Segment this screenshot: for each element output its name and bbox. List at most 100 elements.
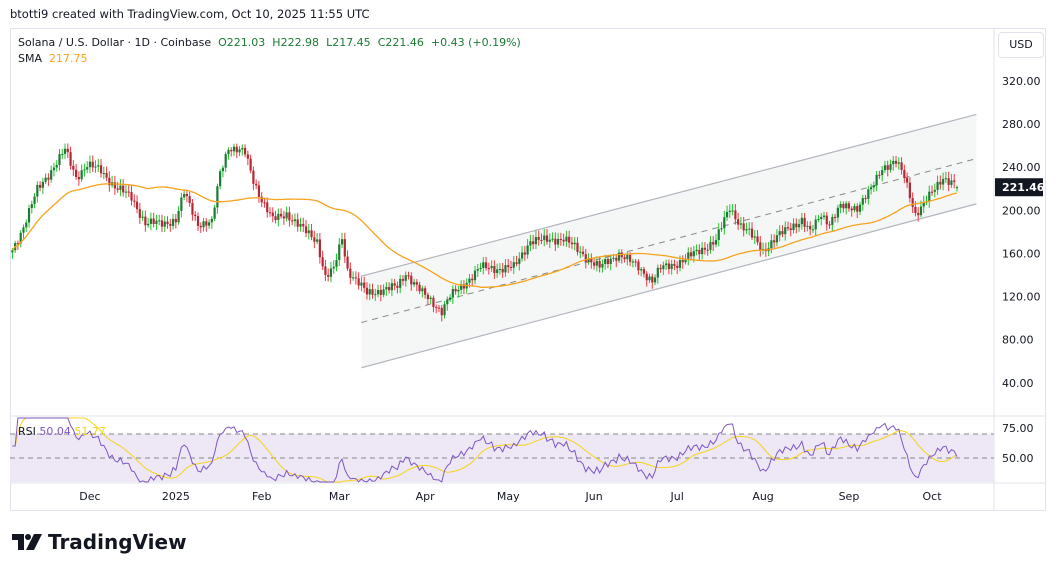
candle-body xyxy=(365,287,369,295)
candle-body xyxy=(692,251,695,257)
candle-body xyxy=(401,278,405,281)
candle-body xyxy=(606,259,610,264)
candle-body xyxy=(191,202,194,215)
candle-body xyxy=(820,216,823,220)
candle-body xyxy=(640,269,643,271)
candle-body xyxy=(609,258,612,264)
candle-body xyxy=(576,242,579,252)
candle-body xyxy=(354,277,357,279)
candle-body xyxy=(670,263,673,270)
candle-body xyxy=(55,165,58,168)
tradingview-logo[interactable]: TradingView xyxy=(12,530,187,554)
candle-body xyxy=(415,282,418,285)
candle-body xyxy=(656,267,659,278)
candle-body xyxy=(493,266,496,274)
parallel-channel-fill xyxy=(361,114,977,368)
candle-body xyxy=(759,242,762,251)
candle-body xyxy=(701,247,704,255)
candle-body xyxy=(886,165,889,170)
candle-body xyxy=(581,251,585,255)
candle-body xyxy=(346,256,349,269)
candle-body xyxy=(496,269,499,274)
candle-body xyxy=(119,185,122,190)
candle-body xyxy=(878,174,881,176)
candle-body xyxy=(468,278,471,283)
candle-body xyxy=(376,290,380,295)
currency-button[interactable]: USD xyxy=(998,32,1044,58)
candle-body xyxy=(551,238,554,240)
candle-body xyxy=(374,294,377,296)
candle-body xyxy=(50,170,53,180)
time-tick-label: Sep xyxy=(839,490,860,503)
candle-body xyxy=(194,214,197,217)
candle-body xyxy=(58,153,61,166)
candle-body xyxy=(44,177,47,182)
candle-body xyxy=(241,147,244,150)
candle-body xyxy=(108,177,111,186)
channel-upper-line xyxy=(361,113,977,277)
candle-body xyxy=(318,239,321,258)
sma-value: 217.75 xyxy=(49,52,88,65)
candle-body xyxy=(147,223,150,226)
candle-body xyxy=(94,166,97,168)
time-tick-label: Feb xyxy=(252,490,271,503)
symbol-legend: Solana / U.S. Dollar · 1D · Coinbase O22… xyxy=(18,35,521,67)
candle-body xyxy=(534,237,538,245)
rsi-tick-label: 50.00 xyxy=(1002,452,1034,465)
candle-body xyxy=(825,215,828,225)
candle-body xyxy=(845,203,848,209)
candle-body xyxy=(113,182,116,189)
candle-body xyxy=(739,223,743,225)
candle-body xyxy=(221,167,225,172)
candle-body xyxy=(476,269,479,271)
candle-body xyxy=(324,266,327,275)
candle-body xyxy=(665,263,668,266)
candle-body xyxy=(786,227,790,229)
candle-body xyxy=(800,217,803,225)
candle-body xyxy=(310,230,313,238)
candle-body xyxy=(515,262,518,264)
candle-body xyxy=(52,167,56,171)
candle-body xyxy=(352,277,355,279)
sma-label[interactable]: SMA xyxy=(18,52,42,65)
candle-body xyxy=(410,275,413,285)
candle-body xyxy=(803,217,806,227)
rsi-label[interactable]: RSI xyxy=(18,425,36,438)
candle-body xyxy=(224,154,227,168)
candle-body xyxy=(507,265,510,267)
candle-body xyxy=(421,288,424,292)
candle-body xyxy=(130,192,133,201)
candle-body xyxy=(892,160,895,165)
candle-body xyxy=(773,240,776,243)
candle-body xyxy=(731,210,734,212)
candle-body xyxy=(426,294,429,300)
time-tick-label: Dec xyxy=(79,490,100,503)
candle-body xyxy=(169,224,172,226)
candle-body xyxy=(545,235,549,242)
candle-body xyxy=(440,307,443,316)
candle-body xyxy=(792,223,795,231)
candle-body xyxy=(363,282,366,288)
candle-body xyxy=(338,244,341,261)
candle-body xyxy=(185,194,189,197)
candle-body xyxy=(554,238,557,245)
candle-body xyxy=(540,239,543,241)
time-tick-label: Mar xyxy=(329,490,350,503)
candle-body xyxy=(238,149,241,153)
candle-body xyxy=(429,297,432,300)
candle-body xyxy=(457,289,460,292)
candle-body xyxy=(302,223,305,227)
ohlc-open: O221.03 xyxy=(218,36,266,49)
candle-body xyxy=(584,254,587,263)
candle-body xyxy=(817,219,820,221)
candle-body xyxy=(734,210,737,220)
candle-body xyxy=(723,217,726,229)
candle-body xyxy=(396,285,399,288)
symbol-title[interactable]: Solana / U.S. Dollar · 1D · Coinbase xyxy=(18,36,212,49)
candle-body xyxy=(897,162,900,164)
candle-body xyxy=(399,278,402,288)
candle-body xyxy=(385,287,388,290)
time-tick-label: Oct xyxy=(923,490,943,503)
candle-body xyxy=(753,236,756,238)
